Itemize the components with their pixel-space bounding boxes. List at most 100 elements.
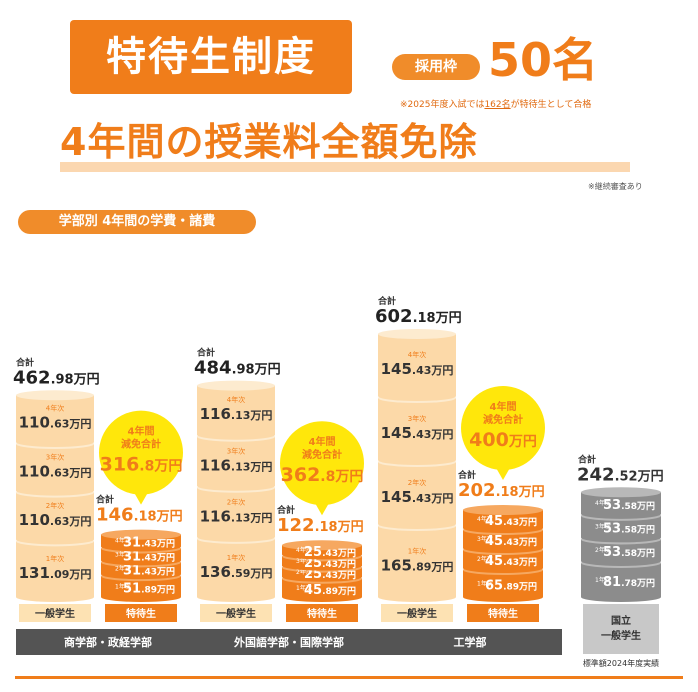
year-tag: 1年次 [296,584,312,592]
reduction-label-line1: 4年間 [128,425,155,438]
year-tag: 1年次 [477,580,493,588]
segment-top [16,390,94,401]
segment-2年次 [16,492,94,545]
year-tag: 2年次 [115,564,131,572]
bottom-divider [15,676,683,679]
quota-label: 採用枠 [392,54,480,80]
year-value: 31.43万円 [123,536,175,551]
year-value: 45.43万円 [485,534,537,549]
total-label: 合計 [197,347,215,359]
scholar-label-box [105,604,177,622]
general-total: 484.98万円 [194,358,281,379]
year-value: 81.78万円 [603,575,655,590]
national-label-box [583,604,659,654]
reduction-label-line2: 減免合計 [121,438,161,451]
segment-top [463,505,543,516]
scholar-label-box [286,604,358,622]
total-label: 合計 [96,494,114,506]
scholar-label: 特待生 [307,607,337,620]
segment-top [378,329,456,340]
bubble-tail [314,501,330,516]
reduction-label-line1: 4年間 [309,435,336,448]
year-value: 25.43万円 [304,556,356,571]
segment-1年次 [581,563,661,602]
segment-1年次 [16,541,94,602]
reduction-value: 316.8万円 [100,454,183,476]
faculty-label: 商学部・政経学部 [64,635,152,649]
segment-1年次 [282,578,362,602]
year-tag: 4年次 [227,395,245,404]
year-tag: 3年次 [296,557,312,565]
segment-3年次 [581,515,661,543]
year-tag: 2年次 [595,546,611,554]
segment-1年次 [101,576,181,602]
reduction-label-line2: 減免合計 [302,448,342,461]
segment-top [101,529,181,540]
total-label: 合計 [16,356,34,368]
year-value: 145.43万円 [381,488,454,506]
segment-top [581,487,661,498]
page-title: 特待生制度 [70,20,352,94]
year-tag: 4年次 [477,515,493,523]
year-value: 51.89万円 [123,582,175,597]
general-label-box [200,604,272,622]
year-tag: 3年次 [595,523,611,531]
segment-3年次 [197,436,275,491]
year-value: 145.43万円 [381,424,454,442]
total-label: 合計 [378,295,396,307]
general-label: 一般学生 [216,607,256,620]
year-tag: 3年次 [477,535,493,543]
reduction-bubble [461,386,545,471]
year-tag: 1年次 [46,554,64,563]
year-tag: 4年次 [115,537,131,545]
general-label: 一般学生 [35,607,75,620]
general-total: 602.18万円 [375,306,462,327]
year-value: 110.63万円 [19,462,92,480]
segment-2年次 [378,462,456,530]
year-value: 116.13万円 [200,507,273,525]
year-value: 116.13万円 [200,405,273,423]
segment-2年次 [463,550,543,574]
year-value: 45.89万円 [304,583,356,598]
continuation-note: ※継続審査あり [588,182,643,191]
reduction-label-line1: 4年間 [490,400,517,413]
year-value: 45.43万円 [485,514,537,529]
total-label: 合計 [578,453,596,465]
national-label-line2: 一般学生 [601,629,641,642]
segment-top [282,540,362,551]
scholar-total: 146.18万円 [96,505,183,526]
year-value: 65.89万円 [485,579,537,594]
faculty-box [378,629,562,655]
year-value: 31.43万円 [123,563,175,578]
year-tag: 2年次 [408,478,426,487]
segment-1年次 [463,570,543,602]
segment-2年次 [581,539,661,567]
general-total: 462.98万円 [13,367,100,388]
national-note: 標準額2024年度実績 [583,658,659,668]
year-value: 116.13万円 [200,456,273,474]
scholar-label: 特待生 [488,607,518,620]
year-tag: 3年次 [227,446,245,455]
year-value: 53.58万円 [603,545,655,560]
reduction-label-line2: 減免合計 [483,413,523,426]
general-label-box [381,604,453,622]
general-label: 一般学生 [397,607,437,620]
segment-3年次 [463,530,543,554]
year-tag: 4年次 [46,404,64,413]
segment-4年次 [16,395,94,447]
year-tag: 3年次 [115,550,131,558]
year-value: 145.43万円 [381,360,454,378]
headline-underline [60,162,630,172]
scholar-total: 122.18万円 [277,515,364,536]
year-value: 31.43万円 [123,549,175,564]
year-value: 136.59万円 [200,563,273,581]
national-label-line1: 国立 [611,614,631,627]
segment-4年次 [581,492,661,519]
year-tag: 4年次 [595,499,611,507]
scholar-total: 202.18万円 [458,480,545,501]
headline: 4年間の授業料全額免除 [60,120,478,164]
quota-value: 50名 [488,33,599,87]
year-value: 53.58万円 [603,498,655,513]
year-tag: 2年次 [477,555,493,563]
